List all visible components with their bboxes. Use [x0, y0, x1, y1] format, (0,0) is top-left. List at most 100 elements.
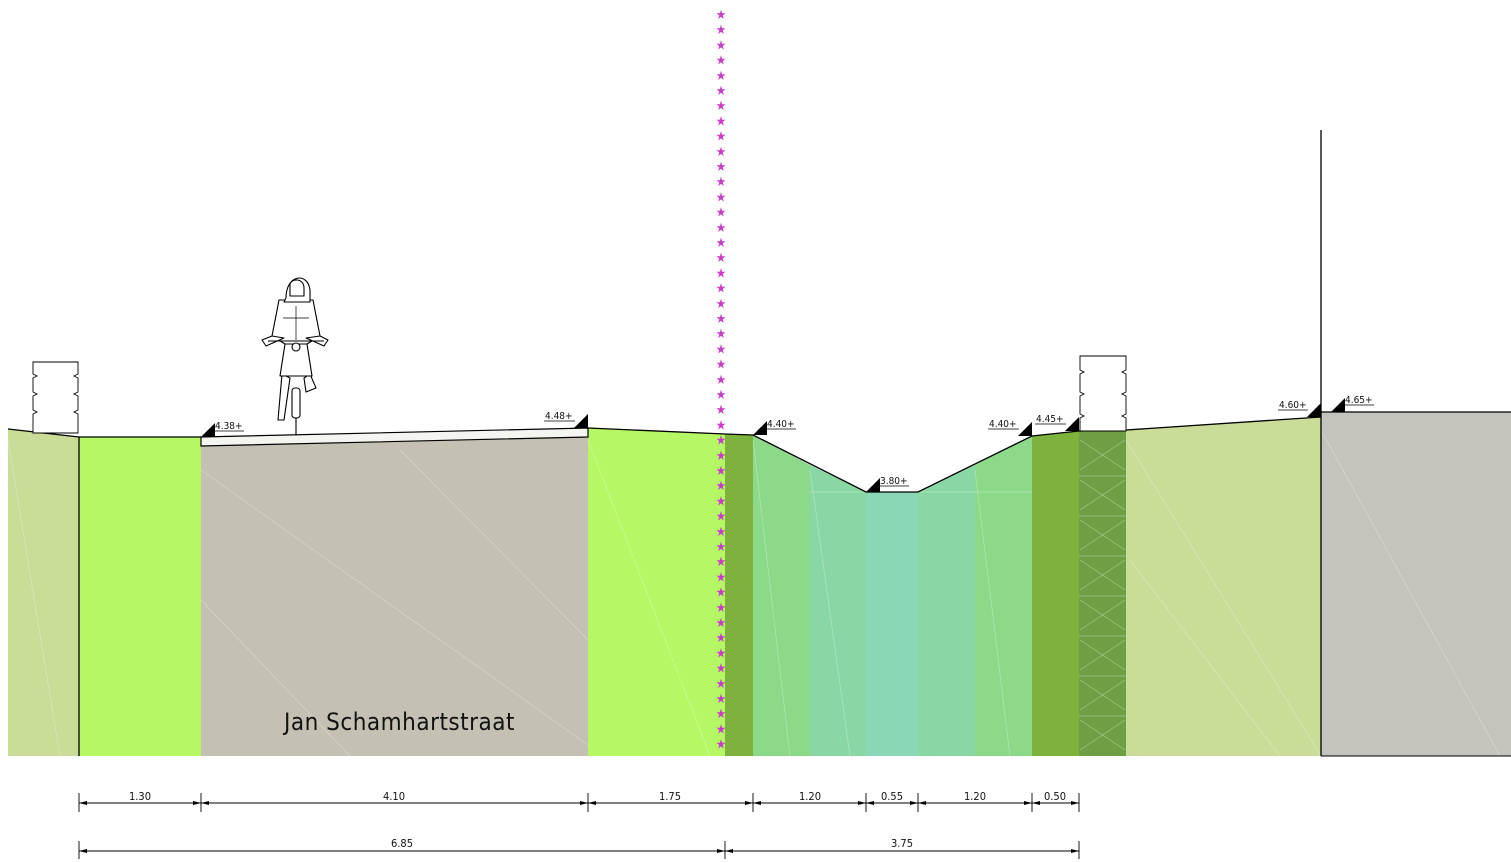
dimension-label: 6.85 [391, 837, 413, 850]
boundary-star: ★ [716, 449, 727, 464]
boundary-star: ★ [716, 586, 727, 601]
boundary-star: ★ [716, 707, 727, 722]
dimension-label: 1.20 [799, 790, 821, 803]
dimension-arrows-bottom [79, 849, 1079, 853]
dark-strip-right [1032, 431, 1079, 756]
ditch-bottom-water [866, 492, 918, 756]
dimension-label: 4.10 [383, 790, 405, 803]
elevation-label: 4.48+ [545, 411, 573, 422]
boundary-star: ★ [716, 601, 727, 616]
dimension-label: 3.75 [891, 837, 913, 850]
elevation-marker-3: 4.40+ [753, 419, 796, 435]
boundary-star: ★ [716, 662, 727, 677]
boundary-star: ★ [716, 540, 727, 555]
cyclist-figure [261, 277, 329, 435]
boundary-star: ★ [716, 738, 727, 753]
elevation-label: 4.65+ [1345, 395, 1373, 406]
elevation-marker-5: 4.40+ [988, 419, 1032, 436]
boundary-star: ★ [716, 494, 727, 509]
left-hedge-outline [32, 361, 79, 434]
boundary-star: ★ [716, 251, 727, 266]
middle-green-verge [588, 428, 725, 756]
boundary-star: ★ [716, 175, 727, 190]
dimension-row-top [78, 793, 1080, 812]
elevation-marker-1: 4.38+ [201, 421, 244, 437]
elevation-label: 4.60+ [1279, 400, 1307, 411]
dimension-label: 1.75 [659, 790, 681, 803]
elevation-marker-8: 4.65+ [1331, 395, 1374, 412]
ditch-slope-left [753, 435, 810, 756]
boundary-star: ★ [716, 99, 727, 114]
boundary-star: ★ [716, 206, 727, 221]
boundary-star: ★ [716, 84, 727, 99]
elevation-label: 4.45+ [1036, 414, 1064, 425]
dimension-label: 0.50 [1044, 790, 1066, 803]
boundary-star: ★ [716, 373, 727, 388]
dimension-arrows-top [79, 801, 1079, 805]
left-pale-verge [8, 429, 79, 756]
boundary-star: ★ [716, 130, 727, 145]
boundary-star: ★ [716, 418, 727, 433]
boundary-star: ★ [716, 312, 727, 327]
boundary-star: ★ [716, 236, 727, 251]
dimension-label: 1.20 [964, 790, 986, 803]
bike-path-surface [200, 427, 589, 447]
boundary-star: ★ [716, 692, 727, 707]
boundary-star: ★ [716, 282, 727, 297]
boundary-star: ★ [716, 358, 727, 373]
boundary-star: ★ [716, 114, 727, 129]
ditch-slope-right [975, 436, 1032, 756]
ditch-slope-left-inner [810, 465, 866, 756]
boundary-star: ★ [716, 23, 727, 38]
road-body [201, 437, 588, 756]
boundary-star: ★ [716, 646, 727, 661]
hatching [7, 429, 1501, 757]
elevation-marker-7: 4.60+ [1278, 400, 1321, 417]
boundary-star: ★ [716, 570, 727, 585]
boundary-star: ★ [716, 434, 727, 449]
elevation-marker-4: 3.80+ [866, 476, 909, 492]
boundary-star: ★ [716, 631, 727, 646]
boundary-star: ★ [716, 190, 727, 205]
dimension-label: 1.30 [129, 790, 151, 803]
elevation-label: 4.40+ [989, 419, 1017, 430]
boundary-star: ★ [716, 616, 727, 631]
dimension-row-bottom [78, 841, 1080, 859]
right-pale-verge [1126, 417, 1321, 756]
boundary-star: ★ [716, 69, 727, 84]
hedge-block [1079, 431, 1126, 756]
boundary-star: ★ [716, 677, 727, 692]
boundary-star: ★ [716, 160, 727, 175]
right-hedge-outline [1079, 355, 1127, 432]
elevation-marker-6: 4.45+ [1035, 414, 1079, 431]
boundary-star: ★ [716, 342, 727, 357]
boundary-star: ★ [716, 221, 727, 236]
boundary-star: ★ [716, 8, 727, 23]
boundary-star: ★ [716, 525, 727, 540]
elevation-marker-2: 4.48+ [544, 411, 588, 428]
boundary-star: ★ [716, 145, 727, 160]
street-label: Jan Schamhartstraat [282, 708, 515, 736]
boundary-star: ★ [716, 297, 727, 312]
dimension-label: 0.55 [881, 790, 903, 803]
elevation-label: 3.80+ [880, 476, 908, 487]
property-boundary-line: ★★★★★★★★★★★★★★★★★★★★★★★★★★★★★★★★★★★★★★★★… [716, 8, 727, 753]
ditch-slope-right-inner [918, 465, 975, 756]
boundary-star: ★ [716, 464, 727, 479]
boundary-star: ★ [716, 555, 727, 570]
boundary-star: ★ [716, 388, 727, 403]
left-green-verge [79, 437, 201, 756]
boundary-star: ★ [716, 510, 727, 525]
dark-strip-left [725, 434, 753, 756]
elevation-label: 4.38+ [215, 421, 243, 432]
elevation-label: 4.40+ [767, 419, 795, 430]
boundary-star: ★ [716, 722, 727, 737]
boundary-star: ★ [716, 403, 727, 418]
right-grey-block [1321, 412, 1511, 756]
boundary-star: ★ [716, 266, 727, 281]
boundary-star: ★ [716, 54, 727, 69]
boundary-star: ★ [716, 38, 727, 53]
boundary-star: ★ [716, 479, 727, 494]
